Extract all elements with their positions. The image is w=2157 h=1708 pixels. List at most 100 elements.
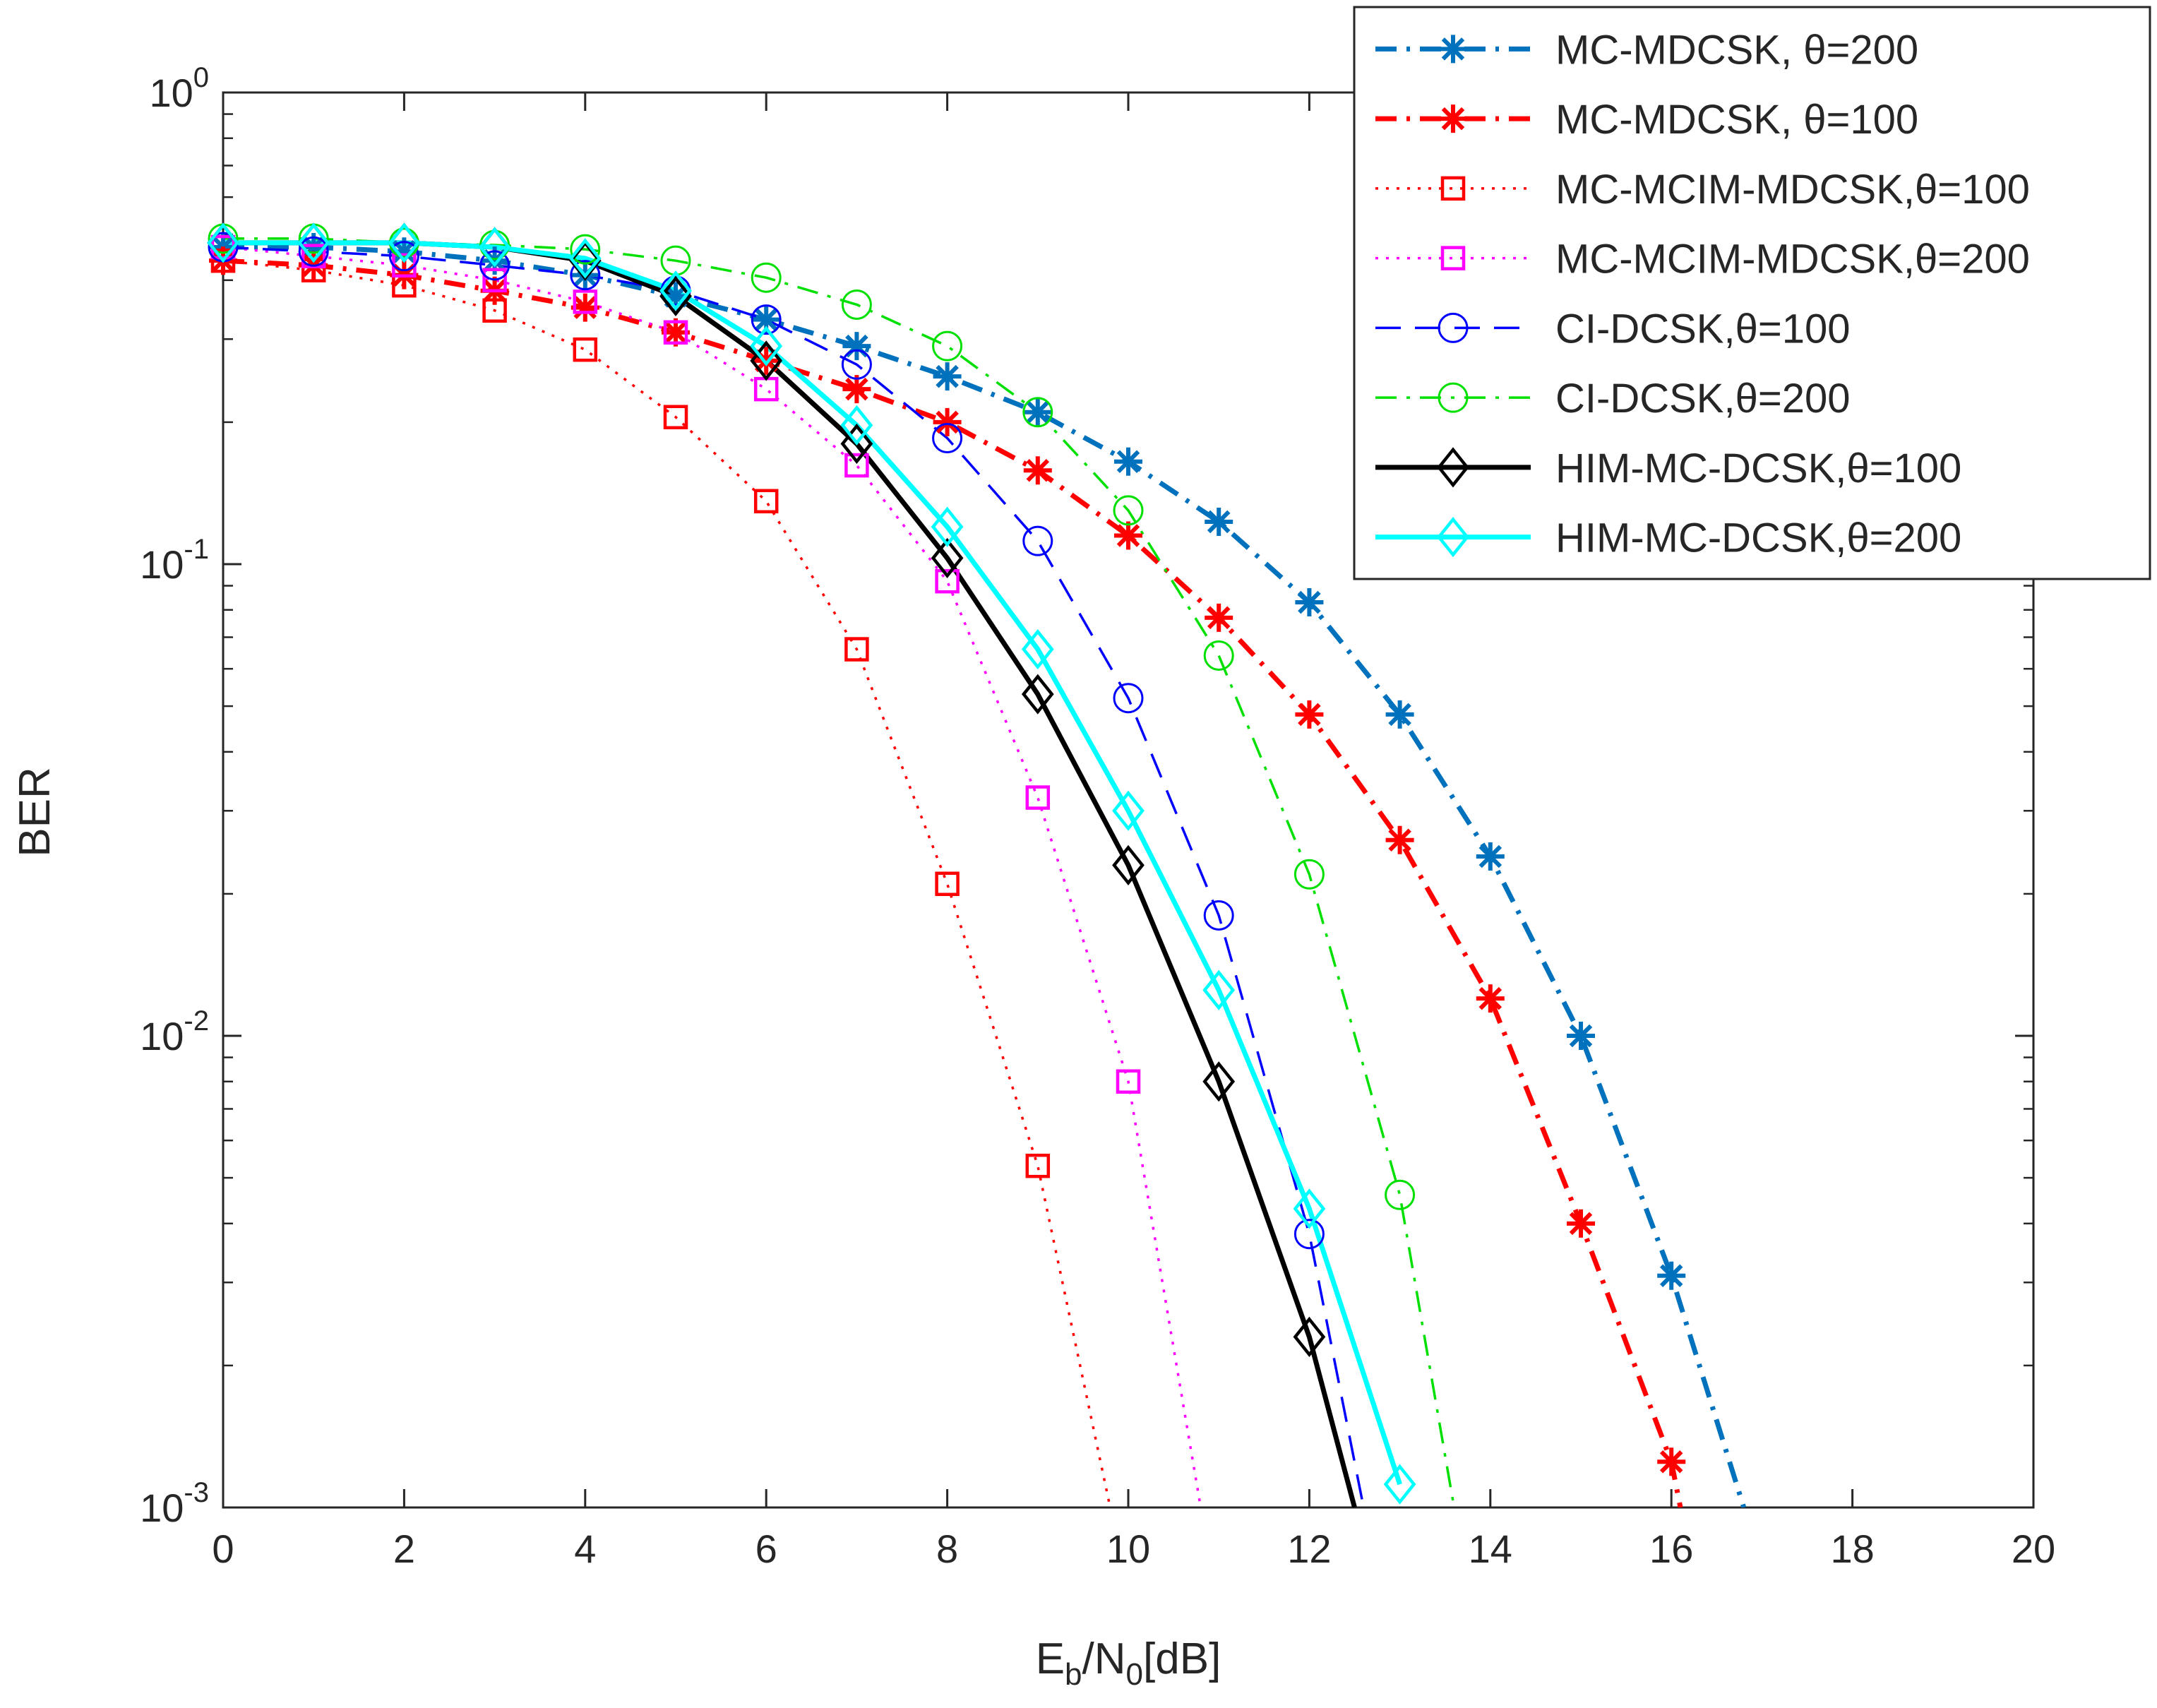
data-point — [931, 506, 964, 547]
data-point — [1567, 1209, 1595, 1238]
data-point — [1385, 700, 1414, 729]
data-point — [1385, 825, 1414, 854]
data-point — [1295, 700, 1324, 729]
data-point — [1203, 640, 1234, 671]
data-point — [933, 362, 962, 391]
data-point — [751, 304, 782, 335]
x-axis-label-tail: [dB] — [1143, 1635, 1221, 1683]
data-point — [663, 405, 688, 429]
data-point — [1023, 456, 1052, 485]
legend-marker — [1440, 176, 1466, 201]
y-axis-label: BER — [11, 767, 59, 856]
data-point — [753, 489, 779, 514]
data-point — [1476, 984, 1505, 1013]
data-point — [1113, 683, 1144, 714]
y-tick-label: 10-1 — [140, 534, 209, 587]
data-point — [844, 453, 869, 478]
data-point — [1202, 1061, 1236, 1102]
data-point — [1022, 397, 1053, 428]
axes: 0 2 4 6 8 10 12 14 16 18 20 100 10-1 10-2 10-3 — [140, 62, 2055, 1571]
x-tick-label: 18 — [1830, 1527, 1874, 1571]
legend-marker — [1440, 246, 1466, 270]
data-point — [750, 326, 783, 366]
data-point — [844, 637, 869, 662]
data-point — [1205, 603, 1233, 632]
data-point — [1295, 588, 1324, 617]
data-point — [935, 871, 960, 897]
data-point — [841, 349, 872, 380]
x-tick-label: 20 — [2012, 1527, 2055, 1571]
data-point — [1657, 1261, 1686, 1290]
data-point — [570, 234, 601, 265]
data-point — [1021, 674, 1054, 715]
series-line-2 — [223, 259, 1112, 1507]
data-point — [840, 405, 873, 446]
data-point — [1112, 844, 1145, 885]
x-tick-label: 12 — [1287, 1527, 1331, 1571]
x-tick-label: 8 — [936, 1527, 958, 1571]
legend-label: MC-MDCSK, θ=100 — [1555, 97, 1918, 143]
data-point — [1383, 1464, 1416, 1505]
data-point — [1385, 1179, 1416, 1210]
legend-item: MC-MDCSK, θ=100 — [1375, 97, 1918, 143]
x-axis-label-sub2: 0 — [1126, 1657, 1143, 1692]
data-point — [1022, 525, 1053, 556]
data-point — [298, 236, 329, 267]
data-point — [1112, 790, 1145, 831]
data-point — [207, 222, 239, 263]
data-point — [1293, 1219, 1325, 1250]
data-point — [1293, 859, 1325, 890]
x-tick-label: 14 — [1469, 1527, 1512, 1571]
data-point — [479, 250, 510, 281]
data-point — [297, 222, 330, 263]
data-point — [1114, 447, 1142, 476]
y-tick-label: 100 — [149, 62, 209, 115]
x-axis-label: Eb/N0[dB] — [1036, 1635, 1221, 1692]
legend-item: CI-DCSK,θ=100 — [1375, 306, 1850, 352]
data-point — [1203, 900, 1234, 931]
data-point — [1205, 507, 1233, 536]
data-point — [1025, 1153, 1051, 1178]
x-axis-label-base: E — [1036, 1635, 1065, 1683]
legend-box — [1353, 6, 2151, 580]
data-point — [573, 337, 598, 362]
data-point — [1113, 495, 1144, 526]
data-point — [1293, 1188, 1326, 1229]
legend-marker — [1438, 312, 1469, 343]
data-point — [1657, 1447, 1686, 1476]
x-tick-label: 0 — [212, 1527, 234, 1571]
legend-label: MC-MCIM-MDCSK,θ=200 — [1555, 237, 2030, 282]
legend-item: MC-MCIM-MDCSK,θ=100 — [1375, 167, 2030, 213]
data-point — [482, 298, 507, 323]
series-line-4 — [223, 246, 1366, 1507]
data-point — [482, 268, 507, 293]
legend-marker — [1438, 382, 1469, 413]
data-point — [1023, 398, 1052, 426]
legend: MC-MDCSK, θ=200 MC-MDCSK, θ=100 MC-MCIM-MD… — [1353, 6, 2151, 580]
data-point — [751, 262, 782, 293]
data-point — [663, 320, 688, 345]
legend-label: MC-MCIM-MDCSK,θ=100 — [1555, 167, 2030, 213]
legend-item: MC-MCIM-MDCSK,θ=200 — [1375, 237, 2030, 282]
legend-label: HIM-MC-DCSK,θ=200 — [1555, 515, 1961, 561]
x-tick-label: 4 — [574, 1527, 596, 1571]
legend-marker — [1437, 447, 1469, 488]
legend-item: CI-DCSK,θ=200 — [1375, 376, 1850, 422]
data-point — [210, 248, 236, 273]
data-point — [932, 423, 963, 454]
x-tick-label: 10 — [1106, 1527, 1150, 1571]
legend-label: CI-DCSK,θ=200 — [1555, 376, 1850, 422]
data-point — [1116, 1069, 1141, 1094]
data-point — [1476, 842, 1505, 871]
legend-item: MC-MDCSK, θ=200 — [1375, 27, 1918, 73]
legend-label: HIM-MC-DCSK,θ=100 — [1555, 446, 1961, 491]
legend-label: MC-MDCSK, θ=200 — [1555, 27, 1918, 73]
data-point — [1114, 521, 1142, 550]
legend-marker — [1437, 517, 1469, 558]
data-point — [1293, 1316, 1326, 1357]
data-point — [659, 270, 692, 311]
data-point — [841, 289, 872, 320]
legend-label: CI-DCSK,θ=100 — [1555, 306, 1850, 352]
marker-layer — [207, 222, 1686, 1505]
